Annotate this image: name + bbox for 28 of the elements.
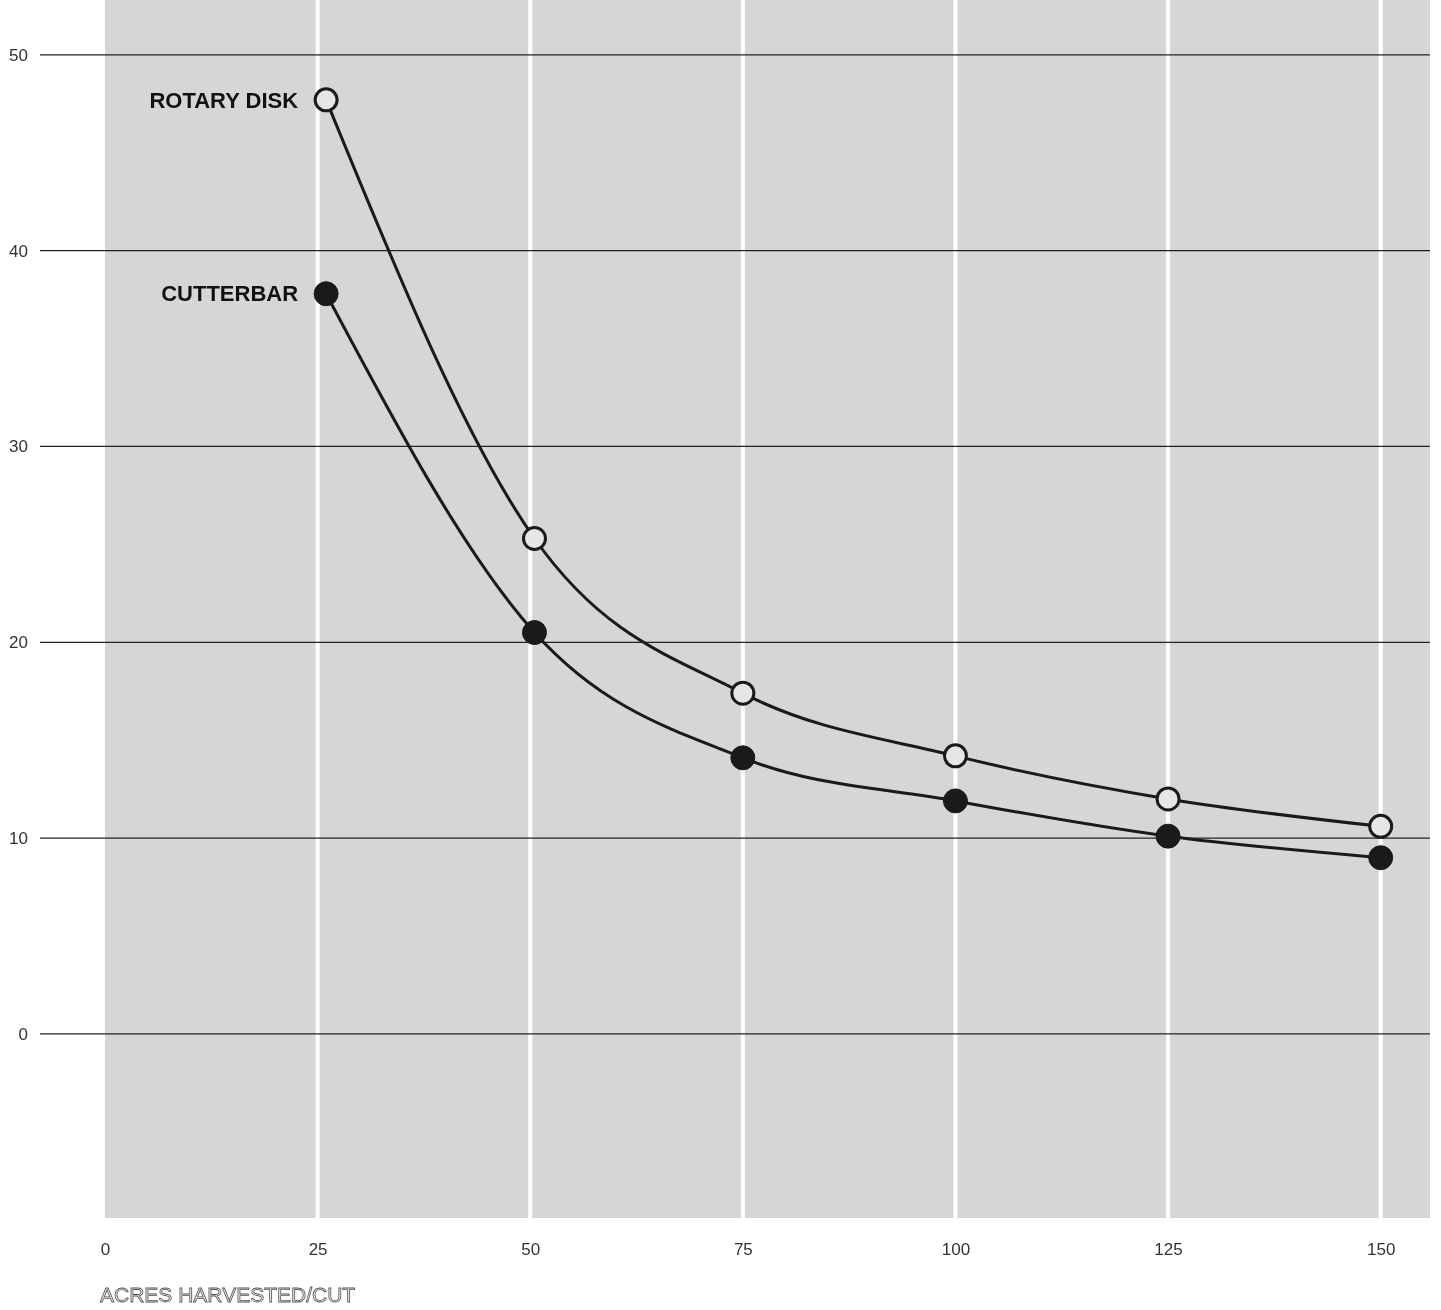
point (1368, 845, 1394, 871)
point (1155, 786, 1181, 812)
y-tick-label: 50 (9, 45, 28, 65)
x-tick-label: 125 (1154, 1240, 1183, 1260)
point (521, 526, 547, 552)
point (313, 87, 339, 113)
point (521, 620, 547, 645)
y-tick-label: 30 (9, 437, 28, 457)
point (730, 680, 756, 706)
series-label: CUTTERBAR (161, 281, 299, 307)
point (942, 788, 968, 814)
x-tick-label: 25 (308, 1240, 328, 1260)
x-axis-title: ACRES HARVESTED/CUT (100, 1283, 356, 1306)
y-tick-label: 0 (18, 1024, 28, 1044)
x-tick-label: 150 (1366, 1240, 1396, 1260)
x-tick-label: 0 (100, 1240, 111, 1260)
point (730, 745, 756, 771)
point (1155, 823, 1181, 849)
point (1368, 813, 1394, 839)
x-tick-label: 75 (733, 1240, 753, 1260)
series-label: ROTARY DISK (149, 87, 299, 113)
y-tick-label: 40 (9, 241, 28, 261)
point (313, 281, 339, 307)
y-tick-label: 10 (9, 829, 28, 849)
y-tick-label: 20 (9, 633, 28, 653)
point (942, 743, 968, 769)
x-tick-label: 100 (941, 1240, 971, 1260)
x-tick-label: 50 (521, 1240, 541, 1260)
